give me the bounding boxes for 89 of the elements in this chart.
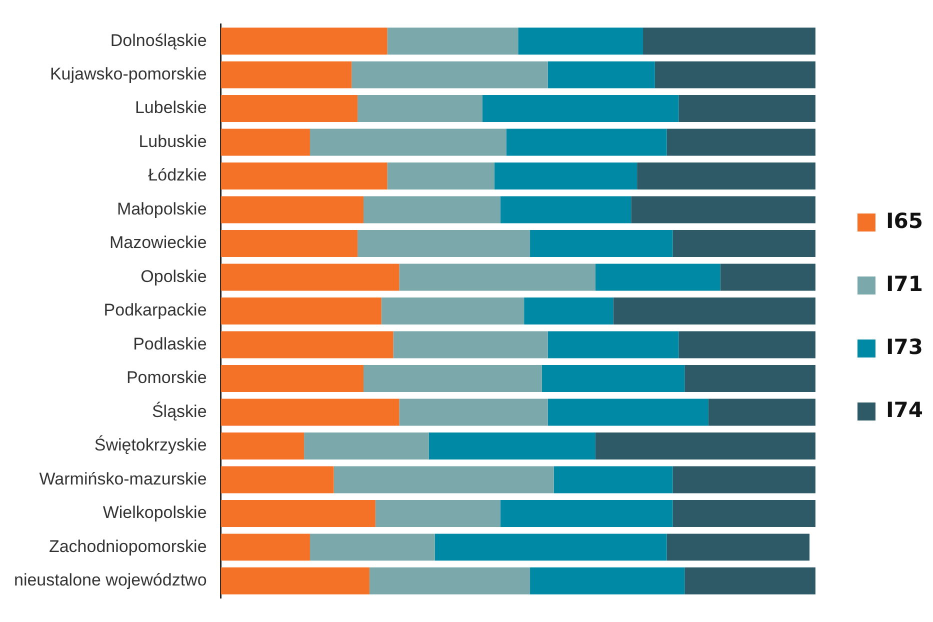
bar <box>220 534 310 561</box>
y-tick-label: Dolnośląskie <box>110 30 207 50</box>
bar <box>220 398 400 426</box>
bar <box>548 331 679 358</box>
legend-label: I73 <box>886 334 924 359</box>
bar <box>684 364 816 392</box>
bar <box>220 230 358 258</box>
y-tick-label: Podkarpackie <box>104 300 207 320</box>
bar <box>654 61 816 88</box>
bar <box>595 432 816 460</box>
bar <box>595 264 720 291</box>
bar <box>387 28 518 55</box>
bar <box>500 196 632 224</box>
bar <box>542 364 685 392</box>
legend-label: I65 <box>886 208 924 233</box>
bar <box>631 196 816 224</box>
bar <box>220 95 358 122</box>
bar <box>220 364 364 392</box>
legend-label: I74 <box>886 398 924 422</box>
bar <box>643 28 816 55</box>
bar <box>548 61 655 88</box>
bar <box>220 28 388 55</box>
bar <box>554 466 673 494</box>
bar <box>530 230 673 258</box>
bar <box>637 162 816 190</box>
bar <box>364 196 500 224</box>
y-tick-label: Małopolskie <box>117 199 207 218</box>
bar <box>220 162 388 190</box>
bar <box>358 230 530 258</box>
bar <box>720 264 816 291</box>
bar <box>393 331 548 358</box>
bar <box>220 466 334 494</box>
bar <box>399 398 548 426</box>
bar <box>524 298 614 324</box>
bar <box>334 466 554 494</box>
y-tick-label: Warmińsko-mazurskie <box>39 469 207 488</box>
bar <box>381 298 524 324</box>
bar <box>494 162 638 190</box>
y-tick-label: Łódzkie <box>148 166 207 185</box>
bar <box>220 331 394 358</box>
y-tick-label: nieustalone województwo <box>14 570 207 590</box>
bar <box>304 432 429 460</box>
bar <box>364 364 542 392</box>
bar <box>399 264 596 291</box>
y-tick-label: Lubelskie <box>134 98 207 118</box>
y-tick-label: Śląskie <box>152 400 207 421</box>
bar <box>428 432 596 460</box>
bar <box>310 128 506 156</box>
bar <box>518 28 644 55</box>
bar <box>434 534 667 561</box>
bar <box>500 500 673 527</box>
bar <box>506 128 667 156</box>
bar <box>220 128 310 156</box>
bar <box>684 567 816 594</box>
bar <box>220 567 370 594</box>
bar <box>375 500 500 527</box>
bar <box>358 95 482 122</box>
bar <box>220 298 382 324</box>
y-tick-label: Lubuskie <box>138 132 207 151</box>
bar <box>369 567 530 594</box>
y-tick-label: Wielkopolskie <box>102 503 207 522</box>
bar <box>672 500 816 527</box>
bar <box>666 534 810 561</box>
y-tick-label: Mazowieckie <box>109 233 207 252</box>
bar <box>220 61 352 88</box>
bar <box>666 128 816 156</box>
bar <box>672 466 816 494</box>
legend-label: I71 <box>886 272 924 296</box>
bar <box>482 95 679 122</box>
y-tick-label: Pomorskie <box>126 368 207 388</box>
bar <box>352 61 548 88</box>
bar <box>530 567 685 594</box>
y-tick-label: Opolskie <box>140 266 207 286</box>
bar <box>220 432 304 460</box>
y-tick-label: Zachodniopomorskie <box>48 536 207 556</box>
y-tick-label: Świętokrzyskie <box>94 434 207 455</box>
bar <box>548 398 708 426</box>
bar <box>672 230 816 258</box>
bar <box>220 500 376 527</box>
bar <box>708 398 816 426</box>
bar <box>678 95 816 122</box>
y-tick-label: Kujawsko-pomorskie <box>50 64 207 84</box>
bar <box>220 264 400 291</box>
bar <box>613 298 816 324</box>
y-tick-label: Podlaskie <box>133 334 207 354</box>
bar <box>387 162 494 190</box>
bar <box>310 534 435 561</box>
bar <box>678 331 816 358</box>
bar <box>220 196 364 224</box>
